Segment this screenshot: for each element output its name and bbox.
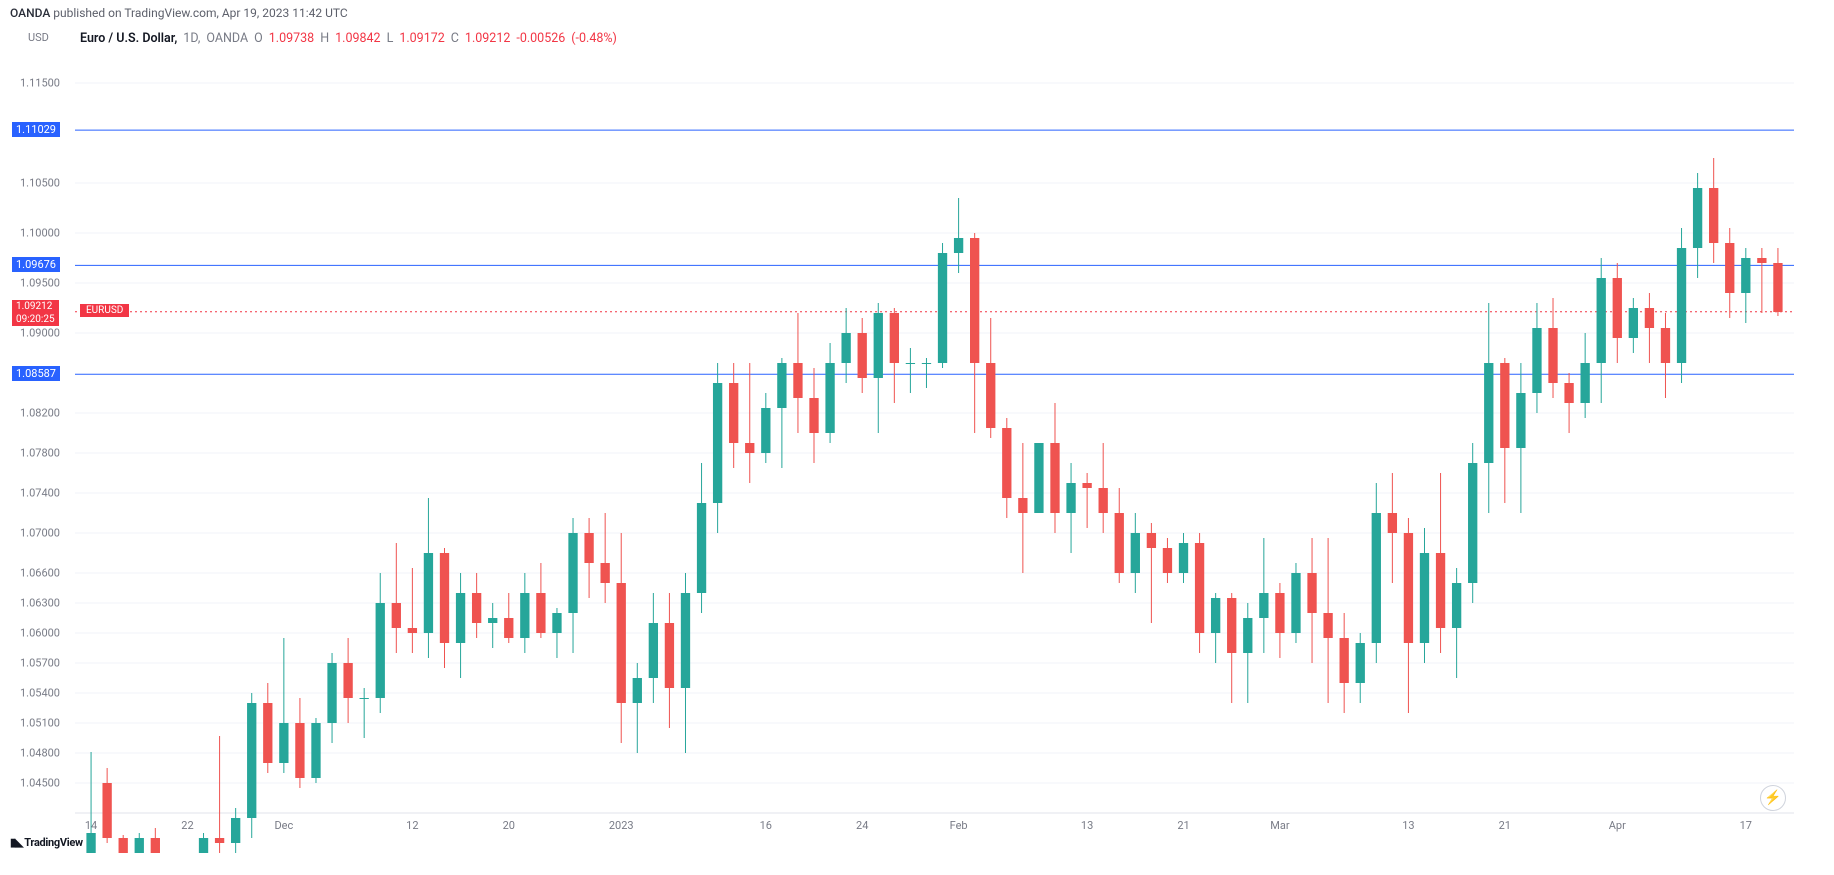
x-tick: 22 bbox=[181, 819, 193, 832]
publisher: OANDA bbox=[10, 6, 50, 20]
legend-change-pct: (-0.48%) bbox=[571, 31, 617, 46]
legend-provider: OANDA bbox=[206, 31, 248, 46]
symbol-tag: EURUSD bbox=[80, 304, 129, 317]
x-tick: 13 bbox=[1402, 819, 1414, 832]
y-tick: 1.04800 bbox=[20, 747, 60, 760]
candlestick-chart[interactable] bbox=[0, 23, 1834, 853]
legend-l-lbl: L bbox=[387, 31, 394, 46]
snapshot-icon[interactable]: ⚡ bbox=[1760, 785, 1786, 811]
hline-tag: 1.08587 bbox=[12, 366, 60, 381]
legend-interval: 1D, bbox=[183, 31, 200, 46]
legend-c-lbl: C bbox=[451, 31, 459, 46]
x-tick: 14 bbox=[85, 819, 97, 832]
hline-tag: 1.11029 bbox=[12, 122, 60, 137]
y-tick: 1.05400 bbox=[20, 687, 60, 700]
x-tick: 17 bbox=[1740, 819, 1752, 832]
x-tick: 2023 bbox=[609, 819, 634, 832]
y-tick: 1.10500 bbox=[20, 177, 60, 190]
y-tick: 1.07400 bbox=[20, 487, 60, 500]
y-tick: 1.04500 bbox=[20, 777, 60, 790]
currency-tag: USD bbox=[28, 31, 49, 44]
y-tick: 1.09500 bbox=[20, 277, 60, 290]
x-tick: 13 bbox=[1081, 819, 1093, 832]
y-tick: 1.05100 bbox=[20, 717, 60, 730]
y-tick: 1.06000 bbox=[20, 627, 60, 640]
x-tick: 21 bbox=[1499, 819, 1511, 832]
x-tick: Mar bbox=[1270, 819, 1289, 832]
publish-meta: published on TradingView.com, Apr 19, 20… bbox=[53, 6, 347, 20]
y-tick: 1.06300 bbox=[20, 597, 60, 610]
y-tick: 1.05700 bbox=[20, 657, 60, 670]
chart-container[interactable]: USD Euro / U.S. Dollar, 1D, OANDA O 1.097… bbox=[0, 23, 1834, 853]
publish-header: OANDA published on TradingView.com, Apr … bbox=[0, 0, 1834, 23]
y-tick: 1.10000 bbox=[20, 227, 60, 240]
legend-h-val: 1.09842 bbox=[335, 31, 380, 46]
y-tick: 1.11500 bbox=[20, 77, 60, 90]
y-tick: 1.07000 bbox=[20, 527, 60, 540]
x-tick: Feb bbox=[950, 819, 968, 832]
legend-symbol: Euro / U.S. Dollar, bbox=[80, 31, 177, 46]
x-tick: 24 bbox=[856, 819, 868, 832]
x-tick: 16 bbox=[760, 819, 772, 832]
y-tick: 1.09000 bbox=[20, 327, 60, 340]
x-tick: Dec bbox=[274, 819, 293, 832]
y-tick: 1.08200 bbox=[20, 407, 60, 420]
hline-tag: 1.09676 bbox=[12, 257, 60, 272]
legend-o-val: 1.09738 bbox=[269, 31, 314, 46]
y-tick: 1.07800 bbox=[20, 447, 60, 460]
y-tick: 1.06600 bbox=[20, 567, 60, 580]
legend-l-val: 1.09172 bbox=[399, 31, 444, 46]
legend-h-lbl: H bbox=[320, 31, 329, 46]
x-tick: Apr bbox=[1609, 819, 1626, 832]
legend-c-val: 1.09212 bbox=[465, 31, 510, 46]
tradingview-logo: ▮◣ TradingView bbox=[10, 836, 83, 849]
chart-legend: Euro / U.S. Dollar, 1D, OANDA O 1.09738 H… bbox=[80, 31, 617, 46]
x-tick: 20 bbox=[503, 819, 515, 832]
x-tick: 21 bbox=[1177, 819, 1189, 832]
current-price-tag: 1.0921209:20:25 bbox=[12, 300, 59, 326]
legend-change: -0.00526 bbox=[516, 31, 565, 46]
x-tick: 12 bbox=[406, 819, 418, 832]
legend-o-lbl: O bbox=[254, 31, 263, 46]
